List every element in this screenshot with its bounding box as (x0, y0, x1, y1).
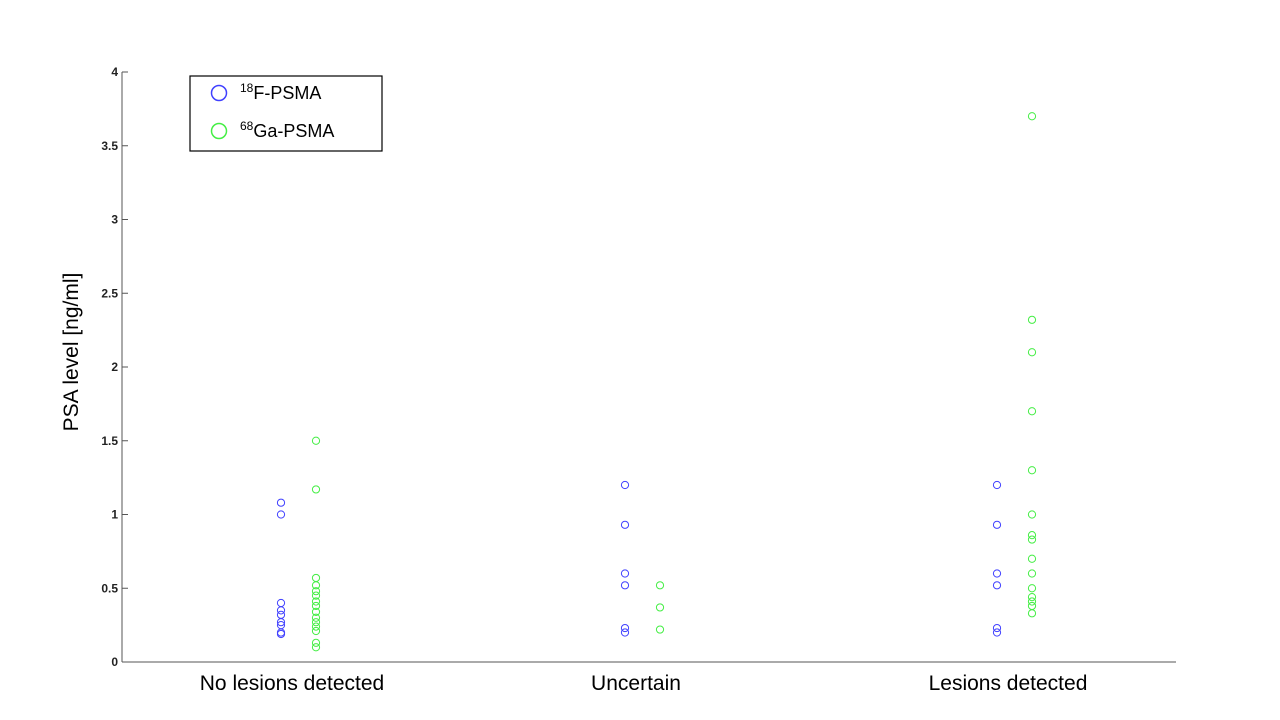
legend-label: 18F-PSMA (240, 81, 321, 103)
data-point-ga68 (1027, 466, 1037, 475)
data-point-ga68 (655, 625, 665, 634)
y-tick-label: 1 (111, 508, 118, 522)
data-point-f18 (276, 610, 286, 619)
y-tick-label: 2.5 (101, 286, 118, 300)
data-point-f18 (620, 569, 630, 578)
legend-label-tracer: Ga-PSMA (253, 121, 334, 141)
data-point-f18 (620, 480, 630, 490)
data-point-f18 (276, 498, 286, 507)
x-category-label: Uncertain (591, 672, 681, 695)
data-point-ga68 (311, 581, 321, 590)
y-tick-label: 3.5 (101, 139, 118, 153)
data-points (276, 112, 1037, 652)
data-point-ga68 (311, 436, 321, 445)
data-point-ga68 (1027, 601, 1037, 611)
data-point-ga68 (1027, 554, 1037, 563)
y-ticks: 0 0.5 1 1.5 2 2.5 3 3.5 4 (101, 65, 128, 669)
data-point-ga68 (311, 626, 321, 636)
data-point-ga68 (1027, 315, 1037, 324)
data-point-f18 (620, 520, 630, 529)
data-point-f18 (992, 628, 1002, 637)
data-point-ga68 (1027, 584, 1037, 593)
data-point-ga68 (311, 618, 321, 627)
axes (121, 72, 1176, 663)
data-point-ga68 (311, 597, 321, 606)
x-category-label: No lesions detected (200, 672, 384, 695)
data-point-ga68 (311, 587, 321, 596)
y-tick-label: 2 (111, 360, 118, 374)
data-point-ga68 (655, 603, 665, 612)
legend: 18F-PSMA 68Ga-PSMA (189, 75, 383, 152)
data-point-ga68 (311, 485, 321, 494)
data-point-ga68 (311, 613, 321, 622)
data-point-ga68 (311, 622, 321, 631)
data-point-f18 (276, 629, 286, 639)
data-point-ga68 (311, 643, 321, 652)
data-point-ga68 (311, 607, 321, 616)
data-point-f18 (992, 520, 1002, 529)
data-point-ga68 (1027, 510, 1037, 519)
data-point-ga68 (311, 573, 321, 583)
x-category-labels: No lesions detected Uncertain Lesions dete… (200, 672, 1088, 695)
data-point-ga68 (1027, 597, 1037, 606)
legend-label-isotope-mass: 18 (240, 81, 254, 95)
data-point-ga68 (1027, 531, 1037, 540)
y-tick-label: 3 (111, 213, 118, 227)
data-point-ga68 (1027, 535, 1037, 544)
y-tick-label: 0 (111, 655, 118, 669)
legend-label: 68Ga-PSMA (240, 119, 334, 141)
y-tick-label: 1.5 (101, 434, 118, 448)
x-category-label: Lesions detected (929, 672, 1088, 695)
legend-label-isotope-mass: 68 (240, 119, 254, 133)
data-point-ga68 (1027, 569, 1037, 578)
legend-marker (210, 84, 228, 102)
data-point-f18 (992, 623, 1002, 633)
legend-label-tracer: F-PSMA (253, 83, 321, 103)
y-axis-title: PSA level [ng/ml] (60, 273, 83, 432)
data-point-f18 (620, 628, 630, 637)
y-tick-label: 4 (111, 65, 118, 79)
data-point-f18 (276, 618, 286, 627)
data-point-ga68 (1027, 348, 1037, 357)
data-point-f18 (276, 606, 286, 615)
data-point-ga68 (311, 601, 321, 611)
data-point-f18 (620, 581, 630, 590)
legend-marker (210, 122, 228, 140)
y-tick-label: 0.5 (101, 581, 118, 595)
data-point-f18 (276, 598, 286, 608)
data-point-f18 (992, 569, 1002, 578)
data-point-ga68 (311, 591, 321, 600)
data-point-ga68 (311, 638, 321, 647)
data-point-ga68 (1027, 407, 1037, 416)
data-point-f18 (620, 623, 630, 633)
data-point-ga68 (1027, 112, 1037, 121)
data-point-f18 (276, 510, 286, 519)
data-point-ga68 (1027, 609, 1037, 618)
data-point-ga68 (655, 581, 665, 590)
data-point-f18 (992, 581, 1002, 590)
data-point-ga68 (1027, 593, 1037, 602)
data-point-f18 (992, 480, 1002, 490)
